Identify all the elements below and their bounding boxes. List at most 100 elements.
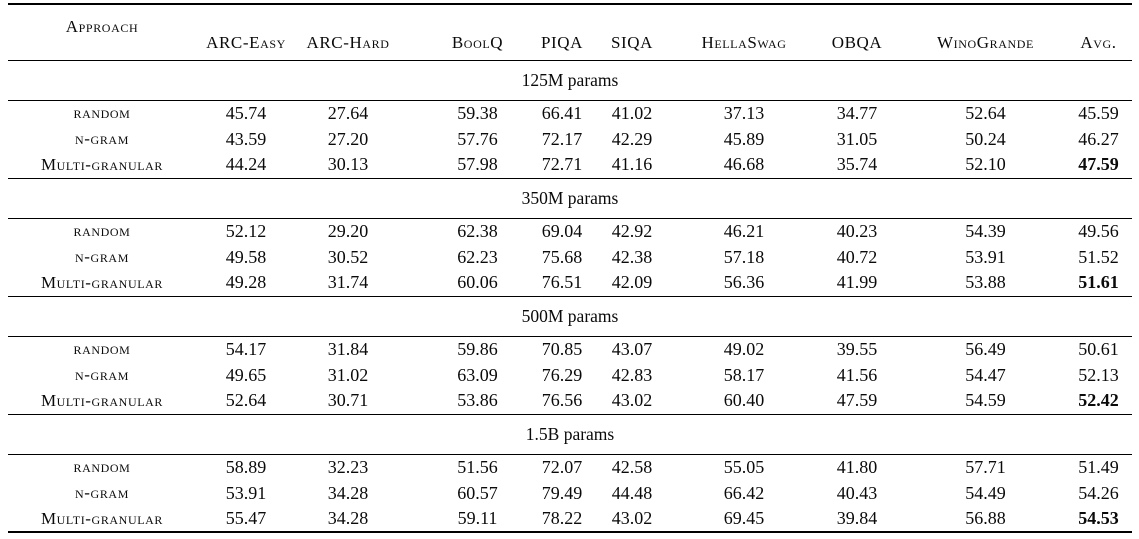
value-cell: 52.12 — [225, 220, 267, 241]
value-cell: 31.74 — [327, 272, 369, 293]
table-row: Multi-granular 55.47 34.28 59.11 78.22 43.02 6… — [8, 506, 1132, 532]
avg-value-cell: 52.42 — [1078, 390, 1119, 411]
value-cell: 50.24 — [965, 128, 1006, 149]
table-row: n-gram 49.65 31.02 63.09 76.29 42.83 58.17 41.5… — [8, 362, 1132, 388]
value-cell: 76.56 — [541, 390, 583, 411]
value-cell: 69.45 — [723, 508, 765, 528]
value-cell: 43.59 — [225, 128, 267, 149]
header-row: Approach ARC-Easy ARC-Hard BoolQ PIQA SI… — [8, 4, 1132, 60]
value-cell: 54.49 — [965, 482, 1006, 503]
value-cell: 40.23 — [836, 220, 878, 241]
col-header-boolq: BoolQ — [451, 32, 504, 52]
value-cell: 31.02 — [327, 364, 369, 385]
value-cell: 54.39 — [965, 220, 1006, 241]
row-label: random — [73, 339, 131, 359]
value-cell: 57.98 — [457, 154, 498, 175]
value-cell: 49.02 — [723, 338, 765, 359]
avg-value-cell: 54.26 — [1078, 482, 1119, 503]
value-cell: 54.47 — [965, 364, 1006, 385]
section-title: 500M params — [521, 305, 619, 326]
value-cell: 62.23 — [457, 246, 498, 267]
value-cell: 40.43 — [836, 482, 878, 503]
value-cell: 54.17 — [225, 338, 267, 359]
value-cell: 41.16 — [611, 154, 653, 175]
value-cell: 52.10 — [965, 154, 1006, 175]
row-label: n-gram — [75, 247, 129, 266]
table-row: n-gram 49.58 30.52 62.23 75.68 42.38 57.18 40.7… — [8, 244, 1132, 270]
value-cell: 69.04 — [541, 220, 583, 241]
avg-value-cell: 52.13 — [1078, 364, 1119, 385]
value-cell: 52.64 — [965, 102, 1006, 123]
value-cell: 59.11 — [457, 508, 498, 528]
value-cell: 46.21 — [723, 220, 765, 241]
value-cell: 51.56 — [457, 456, 498, 477]
row-label: random — [73, 457, 131, 477]
section-title: 125M params — [521, 69, 619, 90]
value-cell: 60.40 — [723, 390, 765, 411]
value-cell: 75.68 — [541, 246, 583, 267]
value-cell: 42.92 — [611, 220, 653, 241]
row-label: random — [73, 221, 131, 241]
table-row: random 52.12 29.20 62.38 69.04 42.92 46.21 40.2… — [8, 218, 1132, 244]
value-cell: 70.85 — [541, 338, 583, 359]
table-header: Approach ARC-Easy ARC-Hard BoolQ PIQA SI… — [8, 4, 1132, 60]
value-cell: 72.71 — [541, 154, 583, 175]
row-label: n-gram — [75, 483, 129, 502]
value-cell: 41.56 — [836, 364, 878, 385]
value-cell: 46.68 — [723, 154, 765, 175]
row-label: n-gram — [75, 365, 129, 384]
table-row: Multi-granular 49.28 31.74 60.06 76.51 42.09 5… — [8, 270, 1132, 296]
value-cell: 58.89 — [225, 456, 267, 477]
table-row: Multi-granular 52.64 30.71 53.86 76.56 43.02 6… — [8, 388, 1132, 414]
value-cell: 63.09 — [457, 364, 498, 385]
value-cell: 53.91 — [965, 246, 1006, 267]
value-cell: 55.05 — [723, 456, 765, 477]
value-cell: 47.59 — [836, 390, 878, 411]
avg-value-cell: 54.53 — [1078, 508, 1119, 528]
avg-value-cell: 47.59 — [1078, 154, 1119, 175]
value-cell: 41.99 — [836, 272, 878, 293]
benchmark-results-table: Approach ARC-Easy ARC-Hard BoolQ PIQA SI… — [8, 3, 1132, 533]
avg-value-cell: 46.27 — [1078, 128, 1119, 149]
value-cell: 29.20 — [327, 220, 369, 241]
value-cell: 41.02 — [611, 102, 653, 123]
value-cell: 44.48 — [611, 482, 653, 503]
col-header-piqa: PIQA — [540, 32, 584, 52]
value-cell: 39.55 — [836, 338, 878, 359]
value-cell: 72.17 — [541, 128, 583, 149]
value-cell: 56.49 — [965, 338, 1006, 359]
value-cell: 53.91 — [225, 482, 267, 503]
table-row: random 54.17 31.84 59.86 70.85 43.07 49.02 39.5… — [8, 336, 1132, 362]
value-cell: 45.74 — [225, 102, 267, 123]
avg-value-cell: 50.61 — [1078, 338, 1119, 359]
value-cell: 49.28 — [225, 272, 267, 293]
table-row: Multi-granular 44.24 30.13 57.98 72.71 41.16 4… — [8, 152, 1132, 178]
avg-value-cell: 51.52 — [1078, 246, 1119, 267]
value-cell: 56.88 — [965, 508, 1006, 528]
value-cell: 31.84 — [327, 338, 369, 359]
value-cell: 66.42 — [723, 482, 765, 503]
col-header-winogrande: WinoGrande — [937, 32, 1034, 52]
value-cell: 78.22 — [541, 508, 583, 528]
value-cell: 59.38 — [457, 102, 498, 123]
row-label: Multi-granular — [40, 508, 164, 528]
value-cell: 40.72 — [836, 246, 878, 267]
value-cell: 37.13 — [723, 102, 765, 123]
value-cell: 42.38 — [611, 246, 653, 267]
value-cell: 55.47 — [225, 508, 267, 528]
value-cell: 44.24 — [225, 154, 267, 175]
table-row: n-gram 53.91 34.28 60.57 79.49 44.48 66.42 40.4… — [8, 480, 1132, 506]
value-cell: 60.57 — [457, 482, 498, 503]
table-row: random 58.89 32.23 51.56 72.07 42.58 55.05 41.8… — [8, 454, 1132, 480]
value-cell: 27.20 — [327, 128, 369, 149]
value-cell: 52.64 — [225, 390, 267, 411]
value-cell: 57.71 — [965, 456, 1006, 477]
row-label: n-gram — [75, 129, 129, 148]
table-row: n-gram 43.59 27.20 57.76 72.17 42.29 45.89 31.0… — [8, 126, 1132, 152]
section-title: 1.5B params — [525, 423, 615, 444]
col-header-hellaswag: HellaSwag — [701, 32, 787, 52]
col-header-approach: Approach — [65, 16, 139, 36]
section-header-row: 125M params — [8, 60, 1132, 100]
col-header-arc-hard: ARC-Hard — [306, 32, 390, 52]
avg-value-cell: 49.56 — [1078, 220, 1119, 241]
